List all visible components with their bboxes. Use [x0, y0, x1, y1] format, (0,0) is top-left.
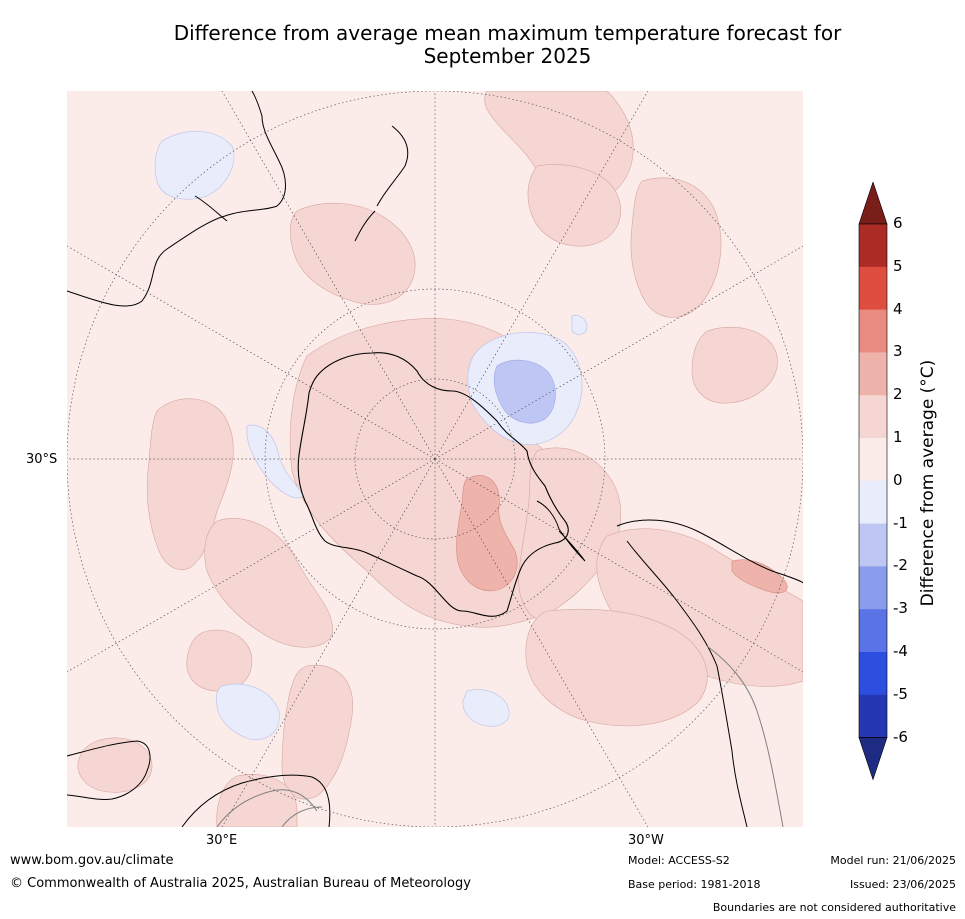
- anomaly-region: [289, 202, 416, 305]
- anomaly-region: [281, 664, 354, 800]
- new-zealand-coastline: [354, 125, 409, 242]
- colorbar-title: Difference from average (°C): [918, 359, 938, 607]
- colorbar-band: [859, 309, 887, 353]
- footer-copyright: © Commonwealth of Australia 2025, Austra…: [10, 876, 471, 891]
- map-panel: [67, 91, 803, 827]
- colorbar-tick-label: -4: [893, 642, 908, 660]
- colorbar-band: [859, 224, 887, 268]
- colorbar-band: [859, 480, 887, 525]
- chart-title: Difference from average mean maximum tem…: [60, 22, 955, 68]
- anomaly-region: [462, 689, 510, 727]
- graticule-label-30e: 30°E: [206, 833, 238, 848]
- south-america-border: [706, 645, 784, 827]
- colorbar-extend-bottom: [858, 737, 888, 781]
- colorbar-band: [859, 438, 887, 482]
- graticule-label-30s: 30°S: [26, 452, 58, 467]
- colorbar-tick-label: -5: [893, 684, 908, 703]
- colorbar: [858, 182, 888, 781]
- colorbar-band: [859, 523, 887, 567]
- colorbar-extend-top: [858, 182, 888, 225]
- antarctic-peninsula-coastline: [536, 500, 586, 562]
- colorbar-tick-label: -2: [893, 556, 908, 575]
- anomaly-region: [456, 475, 518, 592]
- anomaly-minus2-to-minus1: [493, 359, 556, 424]
- graticule-meridian: [67, 458, 436, 673]
- africa-border: [216, 789, 323, 827]
- graticule-meridian: [434, 458, 649, 827]
- colorbar-tick-label: 0: [893, 470, 903, 489]
- anomaly-region: [186, 629, 253, 692]
- colorbar-band: [859, 566, 887, 610]
- anomaly-region: [691, 326, 778, 404]
- graticule-meridian: [221, 91, 436, 460]
- footer-model-run: Model run: 21/06/2025: [830, 854, 956, 867]
- chart-title-line2: September 2025: [423, 44, 592, 68]
- colorbar-band: [859, 609, 887, 653]
- colorbar-tick-label: -6: [893, 727, 908, 746]
- anomaly-region: [204, 518, 333, 648]
- anomaly-2-to-3: [456, 475, 788, 594]
- graticule-meridian: [434, 91, 649, 460]
- graticule-meridian: [221, 458, 436, 827]
- colorbar-tick-label: 5: [893, 256, 903, 275]
- colorbar-band: [859, 652, 887, 696]
- anomaly-region: [630, 177, 722, 318]
- footer-disclaimer: Boundaries are not considered authoritat…: [712, 901, 956, 914]
- colorbar-tick-label: 1: [893, 428, 903, 446]
- anomaly-region: [571, 314, 588, 335]
- colorbar-bands: [858, 182, 888, 781]
- graticule-label-30w: 30°W: [628, 833, 664, 848]
- antarctica-coastline: [297, 352, 569, 617]
- colorbar-frame: [858, 223, 888, 738]
- colorbar-tick-label: -1: [893, 513, 908, 532]
- chart-title-line1: Difference from average mean maximum tem…: [173, 21, 842, 45]
- colorbar-band: [859, 266, 887, 311]
- graticule-meridian: [434, 245, 803, 460]
- graticule-circle: [264, 288, 606, 630]
- anomaly-region: [731, 559, 788, 594]
- footer-issued: Issued: 23/06/2025: [849, 878, 956, 891]
- anomaly-1-to-2: [77, 91, 803, 827]
- anomaly-region: [525, 608, 708, 727]
- australia-coastline: [67, 91, 286, 307]
- south-america-coastline: [616, 519, 803, 827]
- footer-base-period: Base period: 1981-2018: [628, 878, 761, 891]
- anomaly-region: [216, 774, 298, 827]
- africa-coastline: [67, 740, 331, 827]
- colorbar-band: [859, 694, 887, 739]
- colorbar-tick-label: 4: [893, 299, 903, 318]
- footer-url: www.bom.gov.au/climate: [10, 853, 174, 868]
- colorbar-band: [859, 352, 887, 396]
- colorbar-band: [859, 395, 887, 439]
- polar-map: [67, 91, 803, 827]
- anomaly-region: [77, 737, 153, 793]
- graticule: [67, 91, 803, 827]
- colorbar-tick-label: -3: [893, 599, 908, 618]
- colorbar-tick-label: 2: [893, 385, 903, 404]
- colorbar-tick-label: 3: [893, 342, 903, 361]
- footer-model: Model: ACCESS-S2: [628, 854, 730, 867]
- anomaly-region: [154, 131, 235, 200]
- graticule-meridian: [67, 245, 436, 460]
- anomaly-region: [527, 164, 621, 247]
- colorbar-tick-label: 6: [893, 214, 903, 232]
- anomaly-region: [215, 683, 280, 741]
- anomaly-region: [493, 359, 556, 424]
- graticule-meridian: [434, 458, 803, 673]
